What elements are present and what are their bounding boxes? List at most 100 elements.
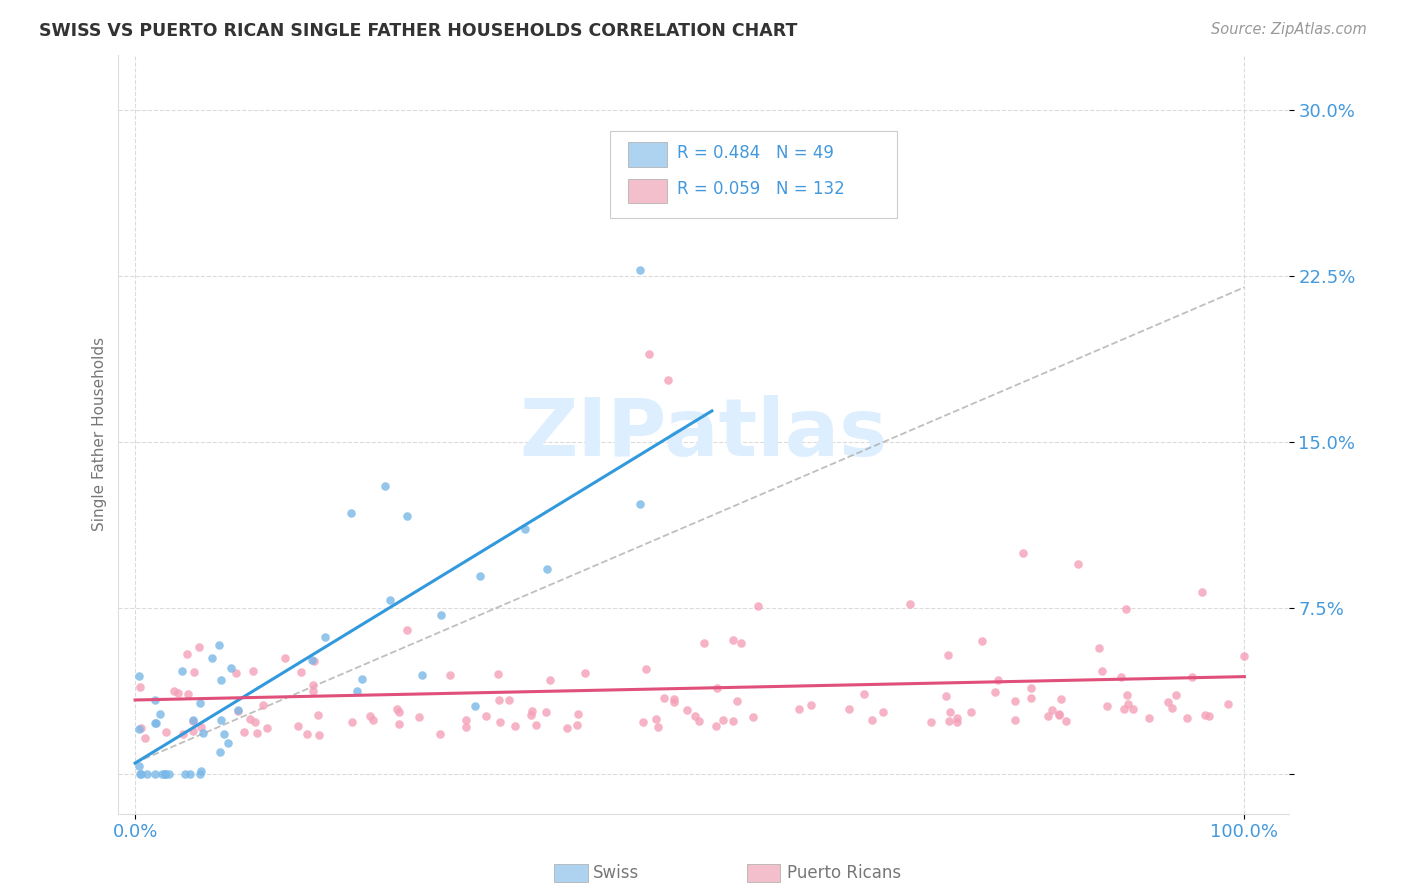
- Point: [945, 711, 967, 725]
- Point: [787, 702, 810, 716]
- Point: [163, 684, 186, 698]
- Point: [1097, 698, 1119, 713]
- Point: [1161, 700, 1184, 714]
- Point: [297, 727, 319, 741]
- Point: [692, 636, 714, 650]
- Point: [439, 668, 461, 682]
- Point: [567, 707, 589, 722]
- Point: [363, 713, 385, 727]
- Point: [157, 766, 180, 780]
- Text: Source: ZipAtlas.com: Source: ZipAtlas.com: [1211, 22, 1367, 37]
- Point: [128, 759, 150, 773]
- Point: [308, 728, 330, 742]
- Point: [302, 654, 325, 668]
- Point: [945, 714, 967, 729]
- Point: [536, 562, 558, 576]
- Point: [1157, 695, 1180, 709]
- Point: [183, 723, 205, 738]
- Point: [1115, 601, 1137, 615]
- Point: [314, 631, 336, 645]
- Point: [374, 479, 396, 493]
- Y-axis label: Single Father Households: Single Father Households: [93, 337, 107, 532]
- Point: [1122, 702, 1144, 716]
- Point: [201, 650, 224, 665]
- Point: [290, 665, 312, 679]
- Point: [429, 727, 451, 741]
- Point: [181, 713, 204, 727]
- Point: [688, 714, 710, 728]
- Point: [920, 714, 942, 729]
- Point: [187, 640, 209, 654]
- Point: [838, 702, 860, 716]
- Point: [1042, 703, 1064, 717]
- Point: [302, 684, 325, 698]
- Point: [652, 691, 675, 706]
- Text: SWISS VS PUERTO RICAN SINGLE FATHER HOUSEHOLDS CORRELATION CHART: SWISS VS PUERTO RICAN SINGLE FATHER HOUS…: [39, 22, 797, 40]
- Point: [209, 713, 232, 727]
- Point: [1198, 709, 1220, 723]
- Point: [301, 678, 323, 692]
- Point: [174, 766, 197, 780]
- Point: [1067, 557, 1090, 571]
- Point: [939, 705, 962, 719]
- Point: [664, 692, 686, 706]
- Point: [1047, 706, 1070, 721]
- Point: [429, 607, 451, 622]
- Point: [938, 714, 960, 729]
- Point: [730, 636, 752, 650]
- Point: [898, 597, 921, 611]
- Point: [647, 719, 669, 733]
- Point: [984, 685, 1007, 699]
- Point: [301, 652, 323, 666]
- Point: [177, 687, 200, 701]
- Point: [385, 702, 408, 716]
- Point: [176, 647, 198, 661]
- Point: [226, 703, 249, 717]
- FancyBboxPatch shape: [610, 131, 897, 219]
- Point: [631, 714, 654, 729]
- Point: [408, 710, 430, 724]
- Point: [555, 721, 578, 735]
- Point: [1091, 665, 1114, 679]
- Point: [143, 692, 166, 706]
- Point: [170, 664, 193, 678]
- Point: [167, 686, 190, 700]
- Point: [536, 705, 558, 719]
- Point: [380, 592, 402, 607]
- Point: [153, 766, 176, 780]
- Point: [225, 665, 247, 680]
- Point: [190, 764, 212, 778]
- Point: [190, 720, 212, 734]
- Point: [307, 707, 329, 722]
- Point: [486, 666, 509, 681]
- Point: [239, 712, 262, 726]
- Point: [936, 648, 959, 662]
- Point: [706, 681, 728, 696]
- Point: [721, 714, 744, 728]
- Point: [935, 689, 957, 703]
- FancyBboxPatch shape: [627, 178, 668, 203]
- Point: [747, 599, 769, 614]
- Point: [209, 745, 232, 759]
- Point: [1088, 641, 1111, 656]
- Point: [246, 726, 269, 740]
- Point: [128, 722, 150, 736]
- Point: [1181, 670, 1204, 684]
- Point: [131, 721, 153, 735]
- Point: [155, 766, 177, 780]
- Point: [128, 668, 150, 682]
- Point: [800, 698, 823, 713]
- Point: [1036, 709, 1059, 723]
- Point: [860, 713, 883, 727]
- Point: [675, 703, 697, 717]
- Point: [1047, 707, 1070, 722]
- Point: [143, 716, 166, 731]
- FancyBboxPatch shape: [627, 143, 668, 167]
- Point: [155, 725, 177, 739]
- Point: [134, 731, 156, 745]
- Text: R = 0.484   N = 49: R = 0.484 N = 49: [676, 144, 834, 162]
- Point: [209, 673, 232, 687]
- Point: [342, 715, 364, 730]
- Point: [628, 174, 651, 188]
- Point: [1194, 708, 1216, 723]
